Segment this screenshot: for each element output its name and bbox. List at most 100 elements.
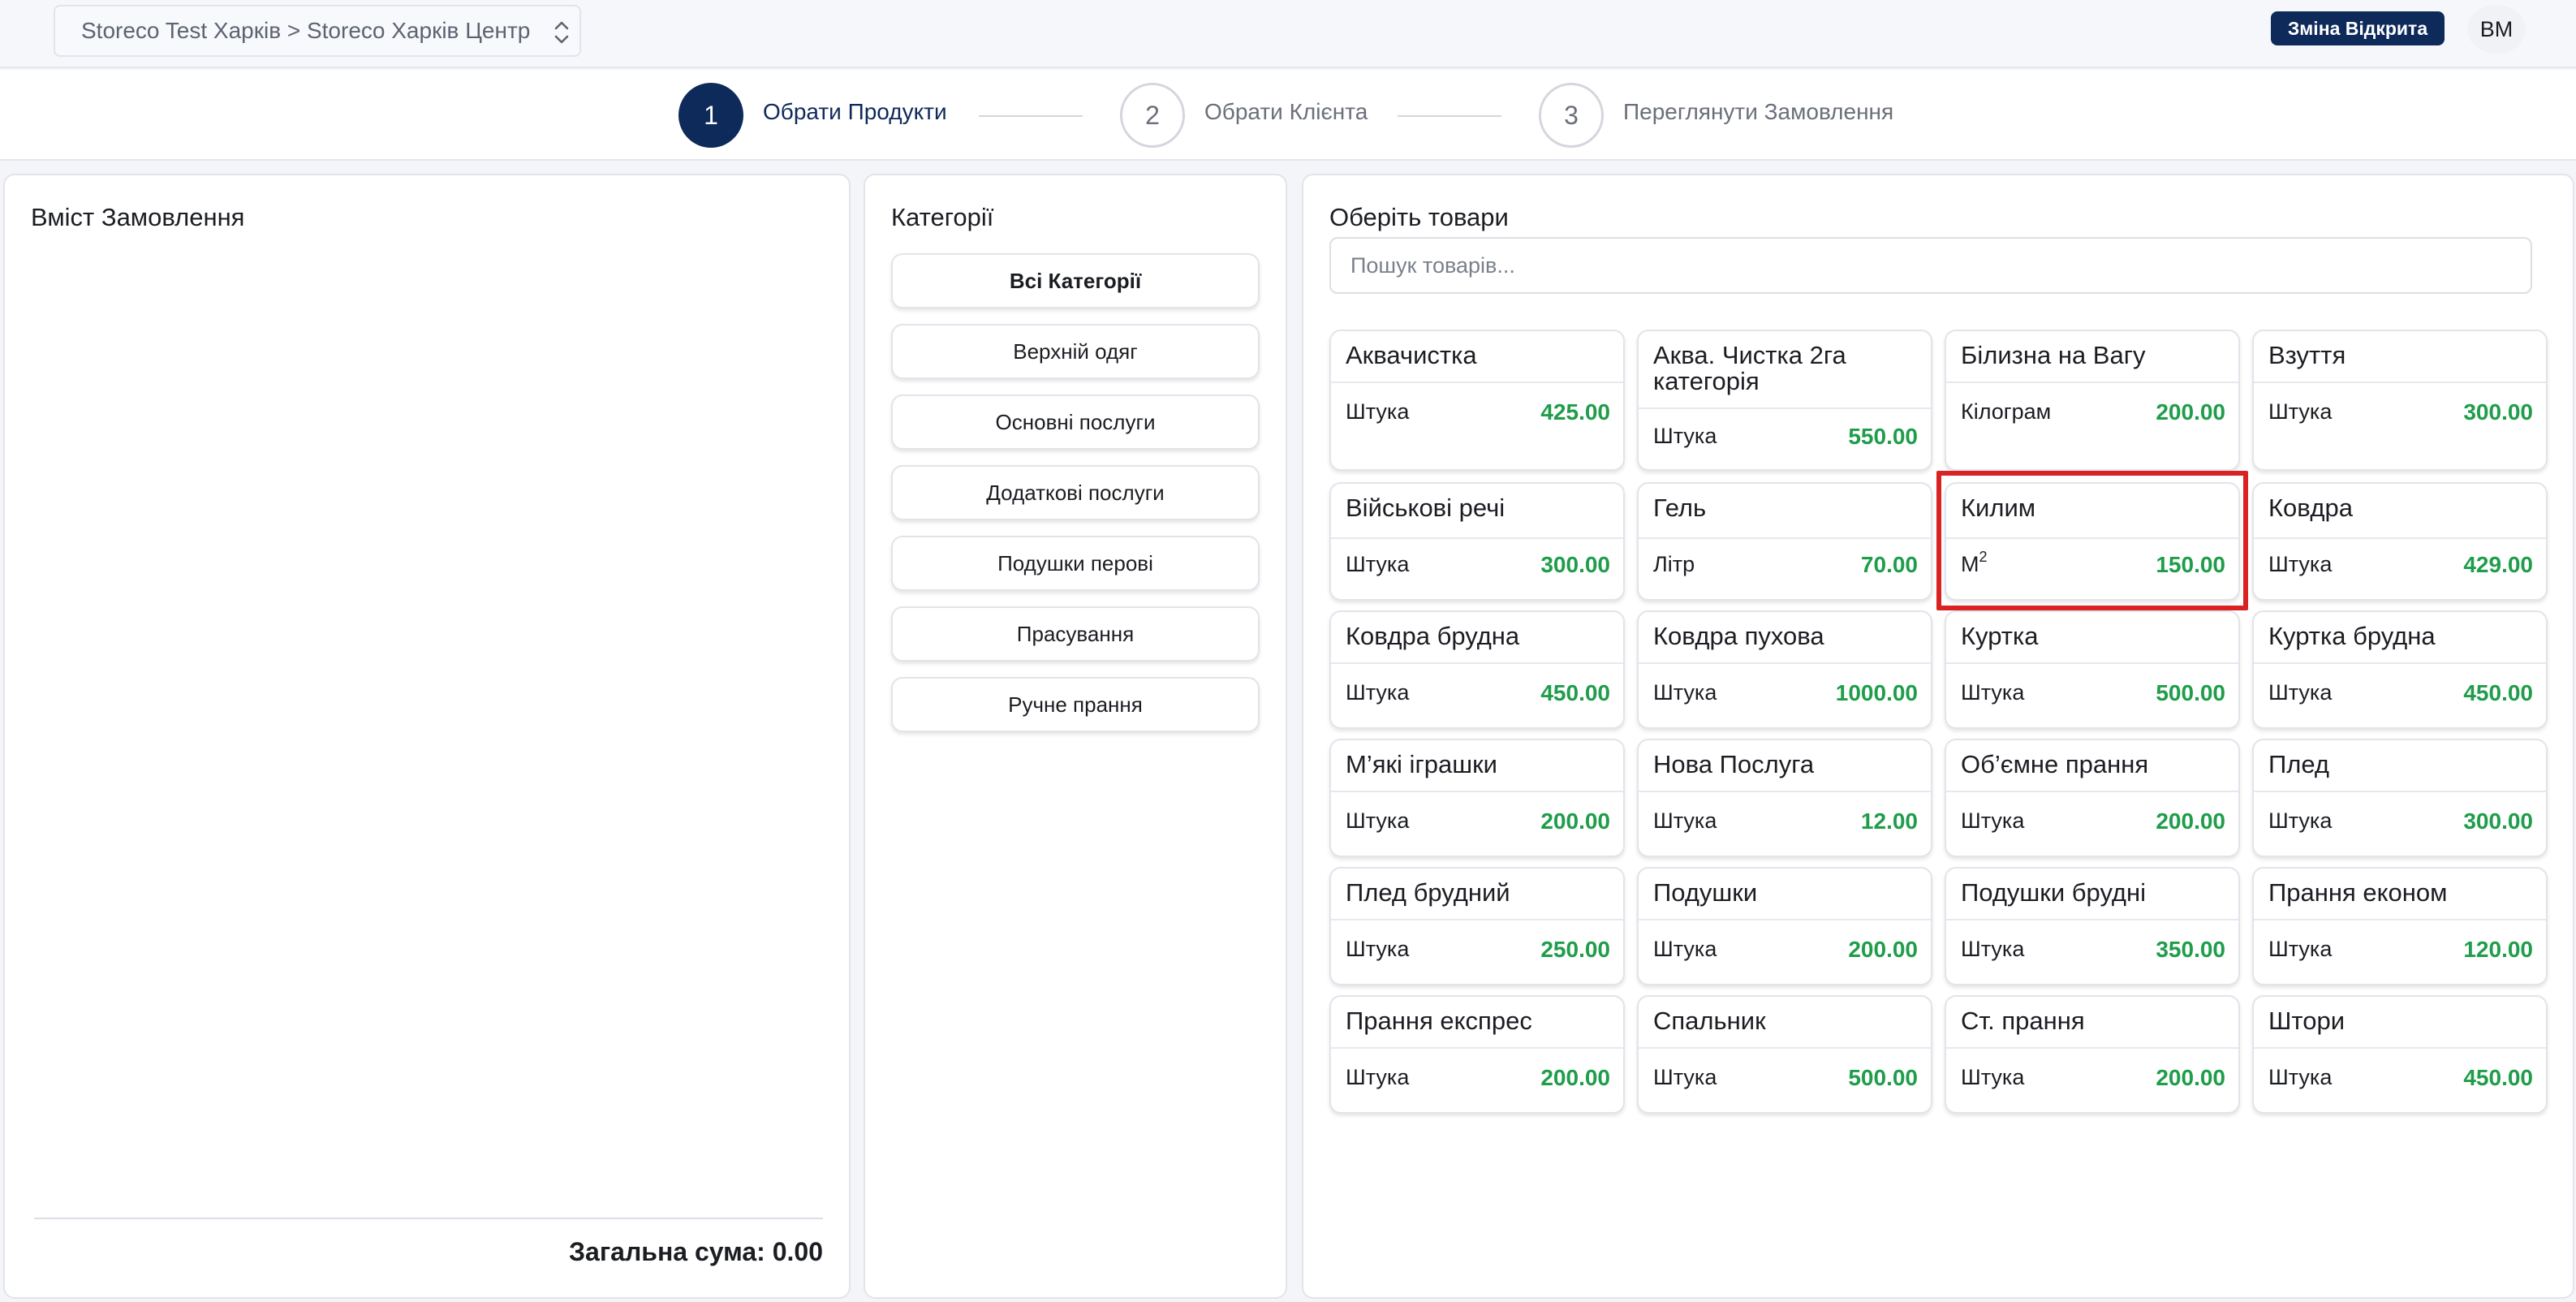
product-price: 200.00: [1540, 1065, 1610, 1090]
category-button[interactable]: Подушки перові: [891, 536, 1260, 591]
product-card[interactable]: Гель Літр 70.00: [1637, 482, 1932, 601]
product-name: Плед: [2268, 750, 2330, 778]
product-card-divider: [1639, 791, 1931, 792]
product-name: Прання економ: [2268, 878, 2448, 907]
step-connector: [1398, 115, 1501, 117]
product-unit: Штука: [2268, 937, 2333, 961]
product-card[interactable]: Об’ємне прання Штука 200.00: [1945, 739, 2240, 857]
store-selector[interactable]: Storeco Test Харків > Storeco Харків Цен…: [54, 5, 581, 57]
product-name: Об’ємне прання: [1961, 750, 2149, 778]
product-unit: Штука: [2268, 552, 2333, 576]
product-price: 200.00: [1540, 808, 1610, 834]
product-name: Ковдра: [2268, 494, 2353, 522]
product-card-divider: [1331, 791, 1623, 792]
product-unit: Штука: [1961, 1065, 2025, 1089]
product-unit: Штука: [1961, 680, 2025, 705]
product-card[interactable]: Нова Послуга Штука 12.00: [1637, 739, 1932, 857]
product-unit: Штука: [2268, 1065, 2333, 1089]
product-card-divider: [2254, 919, 2546, 920]
product-unit: Штука: [2268, 680, 2333, 705]
product-price: 550.00: [1848, 424, 1918, 449]
product-name: Подушки брудні: [1961, 878, 2147, 907]
product-card-divider: [1331, 919, 1623, 920]
product-price: 250.00: [1540, 937, 1610, 962]
product-card[interactable]: Аквачистка Штука 425.00: [1329, 330, 1625, 471]
step-3-circle[interactable]: 3: [1539, 83, 1604, 148]
product-unit: Штука: [1961, 808, 2025, 833]
product-price: 450.00: [2463, 1065, 2533, 1090]
product-name: Ст. прання: [1961, 1007, 2085, 1035]
category-button[interactable]: Прасування: [891, 606, 1260, 662]
step-1-label[interactable]: Обрати Продукти: [763, 99, 947, 124]
product-unit: Штука: [1653, 680, 1717, 705]
product-card[interactable]: Взуття Штука 300.00: [2252, 330, 2548, 471]
product-price: 300.00: [2463, 399, 2533, 425]
product-card[interactable]: М’які іграшки Штука 200.00: [1329, 739, 1625, 857]
product-card[interactable]: Ст. прання Штука 200.00: [1945, 995, 2240, 1114]
category-button[interactable]: Ручне прання: [891, 677, 1260, 732]
product-card-divider: [1639, 407, 1931, 409]
product-card[interactable]: Ковдра брудна Штука 450.00: [1329, 610, 1625, 729]
product-card[interactable]: Аква. Чистка 2га категорія Штука 550.00: [1637, 330, 1932, 471]
product-card[interactable]: Ковдра Штука 429.00: [2252, 482, 2548, 601]
category-button[interactable]: Додаткові послуги: [891, 465, 1260, 520]
step-2-label[interactable]: Обрати Клієнта: [1204, 99, 1368, 124]
product-price: 200.00: [1848, 937, 1918, 962]
product-unit: Штука: [1346, 1065, 1410, 1089]
product-name: Військові речі: [1346, 494, 1506, 522]
product-price: 200.00: [2156, 808, 2225, 834]
category-button[interactable]: Основні послуги: [891, 394, 1260, 450]
total-divider: [34, 1218, 823, 1219]
category-button[interactable]: Всі Категорії: [891, 253, 1260, 308]
product-unit: Штука: [1653, 937, 1717, 961]
product-card[interactable]: Подушки брудні Штука 350.00: [1945, 867, 2240, 985]
product-card[interactable]: Килим М2 150.00: [1945, 482, 2240, 601]
product-search-input[interactable]: [1329, 237, 2532, 294]
product-price: 429.00: [2463, 552, 2533, 577]
product-unit: Штука: [1653, 1065, 1717, 1089]
step-2-circle[interactable]: 2: [1120, 83, 1185, 148]
product-card-divider: [1946, 662, 2238, 664]
step-1-circle[interactable]: 1: [678, 83, 743, 148]
product-price: 450.00: [1540, 680, 1610, 705]
product-card-divider: [2254, 791, 2546, 792]
product-card[interactable]: Плед брудний Штука 250.00: [1329, 867, 1625, 985]
product-name: Аквачистка: [1346, 341, 1477, 369]
product-card[interactable]: Військові речі Штука 300.00: [1329, 482, 1625, 601]
product-card-divider: [1331, 382, 1623, 383]
product-unit: Літр: [1653, 552, 1695, 576]
product-price: 300.00: [2463, 808, 2533, 834]
product-price: 425.00: [1540, 399, 1610, 425]
product-price: 12.00: [1860, 808, 1918, 834]
product-unit: Штука: [1653, 424, 1717, 448]
product-card[interactable]: Білизна на Вагу Кілограм 200.00: [1945, 330, 2240, 471]
product-name: Аква. Чистка 2га категорія: [1653, 341, 1846, 395]
product-card-divider: [1946, 919, 2238, 920]
product-unit: Штука: [1346, 399, 1410, 424]
product-card-divider: [2254, 1047, 2546, 1049]
store-selector-label: Storeco Test Харків > Storeco Харків Цен…: [81, 18, 531, 43]
product-card[interactable]: Куртка брудна Штука 450.00: [2252, 610, 2548, 729]
product-card[interactable]: Прання експрес Штука 200.00: [1329, 995, 1625, 1114]
product-card-divider: [1331, 662, 1623, 664]
product-card[interactable]: Куртка Штука 500.00: [1945, 610, 2240, 729]
product-name: Ковдра пухова: [1653, 622, 1824, 650]
category-button[interactable]: Верхній одяг: [891, 324, 1260, 379]
product-card[interactable]: Плед Штука 300.00: [2252, 739, 2548, 857]
user-avatar[interactable]: ВМ: [2467, 5, 2526, 54]
product-card[interactable]: Ковдра пухова Штука 1000.00: [1637, 610, 1932, 729]
product-name: Нова Послуга: [1653, 750, 1815, 778]
product-card-divider: [2254, 537, 2546, 539]
step-3-label[interactable]: Переглянути Замовлення: [1623, 99, 1894, 124]
product-unit: Штука: [1653, 808, 1717, 833]
product-card[interactable]: Спальник Штука 500.00: [1637, 995, 1932, 1114]
product-card[interactable]: Прання економ Штука 120.00: [2252, 867, 2548, 985]
shift-status-badge[interactable]: Зміна Відкрита: [2271, 11, 2445, 45]
product-unit: Кілограм: [1961, 399, 2052, 424]
product-price: 500.00: [2156, 680, 2225, 705]
product-name: Штори: [2268, 1007, 2346, 1035]
product-name: М’які іграшки: [1346, 750, 1497, 778]
product-card[interactable]: Подушки Штука 200.00: [1637, 867, 1932, 985]
product-unit: Штука: [2268, 808, 2333, 833]
product-card[interactable]: Штори Штука 450.00: [2252, 995, 2548, 1114]
